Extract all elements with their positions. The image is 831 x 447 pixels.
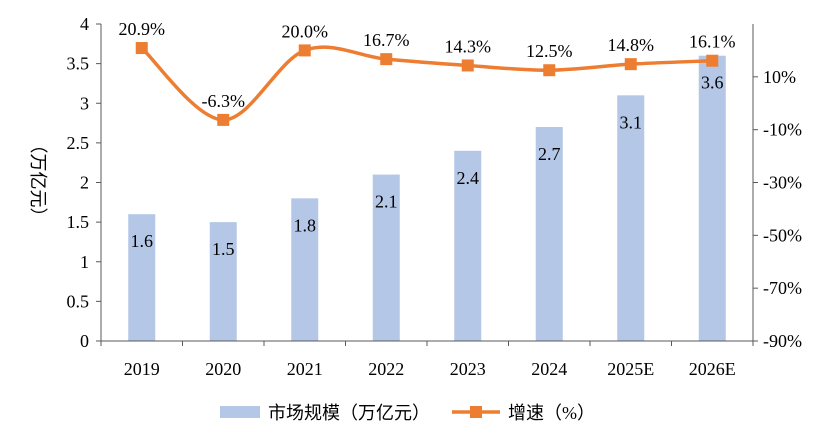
y-tick-label: 3.5 [67, 54, 90, 74]
y-tick-label: 4 [80, 14, 89, 34]
bar-data-label: 2.7 [538, 144, 561, 164]
line-layer [135, 42, 719, 126]
y-tick-label: 2 [80, 173, 89, 193]
legend-line-label: 增速（%） [508, 403, 595, 423]
axes-layer: 0 0.5 1 1.5 2 2.5 3 3.5 4 -90% -70% -50% -30% -10% 10%… [67, 14, 803, 379]
x-tick-label: 2019 [124, 359, 160, 379]
growth-marker [380, 53, 393, 66]
x-tick-label: 2025E [607, 359, 654, 379]
labels-layer: 1.6 1.5 1.8 2.1 2.4 2.7 3.1 3.6 20.9% -6.3% 20.0% 1… [119, 19, 736, 259]
bar [535, 127, 563, 342]
growth-marker [217, 113, 230, 126]
y2-tick-label: -50% [763, 225, 802, 245]
y-tick-label: 0 [80, 331, 89, 351]
x-tick-label: 2024 [531, 359, 567, 379]
legend: 市场规模（万亿元） 增速（%） [220, 403, 595, 423]
bar [209, 222, 237, 341]
x-tick-label: 2023 [450, 359, 486, 379]
legend-bar-swatch [220, 406, 260, 418]
y-tick-label: 3 [80, 93, 89, 113]
growth-marker [461, 59, 474, 72]
growth-data-label: 12.5% [526, 41, 573, 61]
x-tick-label: 2021 [287, 359, 323, 379]
bar-data-label: 3.1 [620, 112, 643, 132]
bar [698, 55, 726, 341]
y-tick-label: 2.5 [67, 133, 90, 153]
growth-marker [624, 58, 637, 71]
bar-data-label: 1.8 [294, 215, 317, 235]
bar-data-label: 1.6 [131, 231, 154, 251]
x-tick-label: 2026E [689, 359, 736, 379]
growth-data-label: -6.3% [202, 91, 246, 111]
bar [372, 174, 400, 341]
bars-layer [128, 55, 726, 342]
y2-tick-label: -10% [763, 120, 802, 140]
growth-marker [706, 54, 719, 67]
bar [617, 95, 645, 341]
growth-data-label: 20.0% [282, 21, 329, 41]
bar-data-label: 2.1 [375, 192, 398, 212]
y2-tick-label: -70% [763, 278, 802, 298]
y-tick-label: 1 [80, 252, 89, 272]
growth-marker [298, 44, 311, 57]
x-tick-label: 2020 [205, 359, 241, 379]
bar [291, 198, 319, 341]
growth-marker [135, 42, 148, 55]
y-tick-label: 0.5 [67, 291, 90, 311]
x-tick-label: 2022 [368, 359, 404, 379]
y-axis-title: （万亿元） [28, 136, 48, 226]
y2-tick-label: -30% [763, 173, 802, 193]
bar-data-label: 2.4 [457, 168, 480, 188]
growth-data-label: 14.8% [608, 35, 655, 55]
growth-data-label: 16.1% [689, 32, 736, 52]
y-tick-label: 1.5 [67, 212, 90, 232]
legend-line-marker [470, 406, 482, 418]
bar [128, 214, 156, 341]
y2-tick-label: -90% [763, 331, 802, 351]
y2-tick-label: 10% [763, 67, 796, 87]
bar-data-label: 3.6 [701, 73, 724, 93]
growth-data-label: 20.9% [119, 19, 166, 39]
bar [454, 150, 482, 341]
legend-bar-label: 市场规模（万亿元） [268, 403, 430, 423]
growth-data-label: 14.3% [445, 36, 492, 56]
growth-marker [543, 64, 556, 77]
growth-data-label: 16.7% [363, 30, 410, 50]
bar-data-label: 1.5 [212, 239, 235, 259]
